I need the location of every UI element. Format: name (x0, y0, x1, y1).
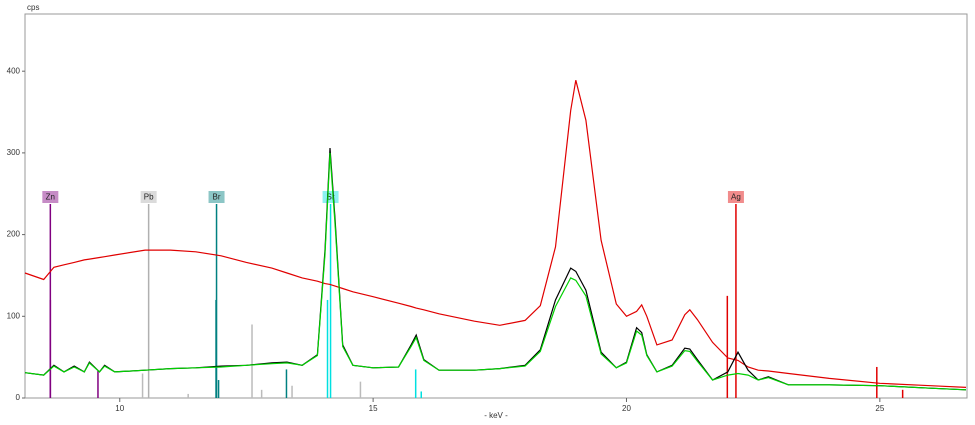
y-tick-label: 200 (7, 230, 21, 239)
spectrum-line (24, 147, 967, 391)
y-tick-label: 0 (16, 393, 21, 402)
spectrum-line (24, 152, 967, 391)
element-tag: Br (213, 193, 221, 202)
element-tag: Sr (327, 193, 335, 202)
element-tag: Pb (144, 193, 154, 202)
element-tag: Ag (731, 193, 741, 202)
y-tick-label: 100 (7, 311, 21, 320)
element-tag-box (208, 191, 225, 203)
x-axis-label: - keV - (484, 411, 508, 420)
element-tag: Zn (46, 193, 55, 202)
y-axis-label: cps (27, 3, 39, 12)
x-tick-label: 15 (369, 404, 378, 413)
x-tick-label: 10 (115, 404, 124, 413)
plot-frame (24, 13, 968, 399)
element-tag-box (727, 191, 744, 203)
y-tick-label: 400 (7, 66, 21, 75)
spectrum-line (24, 80, 967, 388)
element-tag-box (322, 191, 339, 203)
x-tick-label: 20 (622, 404, 631, 413)
element-tag-box (140, 191, 157, 203)
x-tick-label: 25 (875, 404, 884, 413)
y-tick-label: 300 (7, 148, 21, 157)
element-tag-box (42, 191, 59, 203)
